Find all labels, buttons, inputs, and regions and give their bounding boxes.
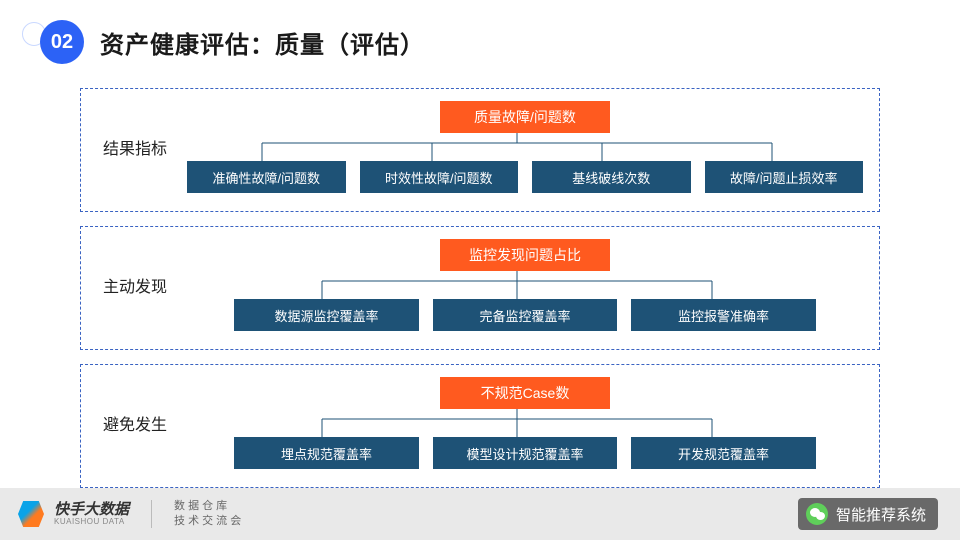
dept-line-2: 技 术 交 流 会 — [174, 514, 241, 529]
section-number-badge: 02 — [22, 20, 82, 64]
child-node: 监控报警准确率 — [631, 299, 815, 331]
child-node: 完备监控覆盖率 — [433, 299, 617, 331]
child-node: 准确性故障/问题数 — [187, 161, 346, 193]
root-node: 不规范Case数 — [440, 377, 610, 409]
child-node: 数据源监控覆盖率 — [234, 299, 418, 331]
section-label: 主动发现 — [97, 273, 187, 297]
brand-name: 快手大数据 — [54, 502, 129, 517]
children-row: 埋点规范覆盖率 模型设计规范覆盖率 开发规范覆盖率 — [234, 437, 815, 469]
section-label: 避免发生 — [97, 411, 187, 435]
child-node: 时效性故障/问题数 — [360, 161, 519, 193]
root-node: 监控发现问题占比 — [440, 239, 610, 271]
section-result-metrics: 结果指标 质量故障/问题数 准确性故障/问题数 时效性故障/问题数 基线破线次数… — [80, 88, 880, 212]
child-node: 故障/问题止损效率 — [705, 161, 864, 193]
section-body: 不规范Case数 埋点规范覆盖率 模型设计规范覆盖率 开发规范覆盖率 — [187, 377, 863, 469]
dept-line-1: 数 据 仓 库 — [174, 499, 241, 514]
brand-name-en: KUAISHOU DATA — [54, 517, 129, 526]
connector-lines — [187, 133, 847, 161]
wechat-label: 智能推荐系统 — [836, 504, 926, 525]
connector-lines — [187, 271, 847, 299]
connector-lines — [187, 409, 847, 437]
slide: { "header": { "number": "02", "title": "… — [0, 0, 960, 540]
child-node: 模型设计规范覆盖率 — [433, 437, 617, 469]
section-active-discovery: 主动发现 监控发现问题占比 数据源监控覆盖率 完备监控覆盖率 监控报警准确率 — [80, 226, 880, 350]
child-node: 埋点规范覆盖率 — [234, 437, 418, 469]
logo-divider — [151, 500, 152, 528]
child-node: 开发规范覆盖率 — [631, 437, 815, 469]
slide-title: 资产健康评估：质量（评估） — [100, 25, 425, 60]
wechat-icon — [806, 503, 828, 525]
brand-logo: 快手大数据 KUAISHOU DATA 数 据 仓 库 技 术 交 流 会 — [18, 499, 241, 530]
section-body: 监控发现问题占比 数据源监控覆盖率 完备监控覆盖率 监控报警准确率 — [187, 239, 863, 331]
child-node: 基线破线次数 — [532, 161, 691, 193]
logo-mark-icon — [18, 501, 44, 527]
slide-header: 02 资产健康评估：质量（评估） — [22, 20, 425, 64]
children-row: 数据源监控覆盖率 完备监控覆盖率 监控报警准确率 — [234, 299, 815, 331]
section-number: 02 — [40, 20, 84, 64]
root-node: 质量故障/问题数 — [440, 101, 610, 133]
logo-text-block: 快手大数据 KUAISHOU DATA — [54, 502, 129, 526]
section-body: 质量故障/问题数 准确性故障/问题数 时效性故障/问题数 基线破线次数 故障/问… — [187, 101, 863, 193]
section-label: 结果指标 — [97, 135, 187, 159]
wechat-watermark: 智能推荐系统 — [798, 498, 938, 530]
children-row: 准确性故障/问题数 时效性故障/问题数 基线破线次数 故障/问题止损效率 — [187, 161, 863, 193]
dept-block: 数 据 仓 库 技 术 交 流 会 — [174, 499, 241, 530]
section-prevention: 避免发生 不规范Case数 埋点规范覆盖率 模型设计规范覆盖率 开发规范覆盖率 — [80, 364, 880, 488]
diagram-sections: 结果指标 质量故障/问题数 准确性故障/问题数 时效性故障/问题数 基线破线次数… — [80, 88, 880, 502]
